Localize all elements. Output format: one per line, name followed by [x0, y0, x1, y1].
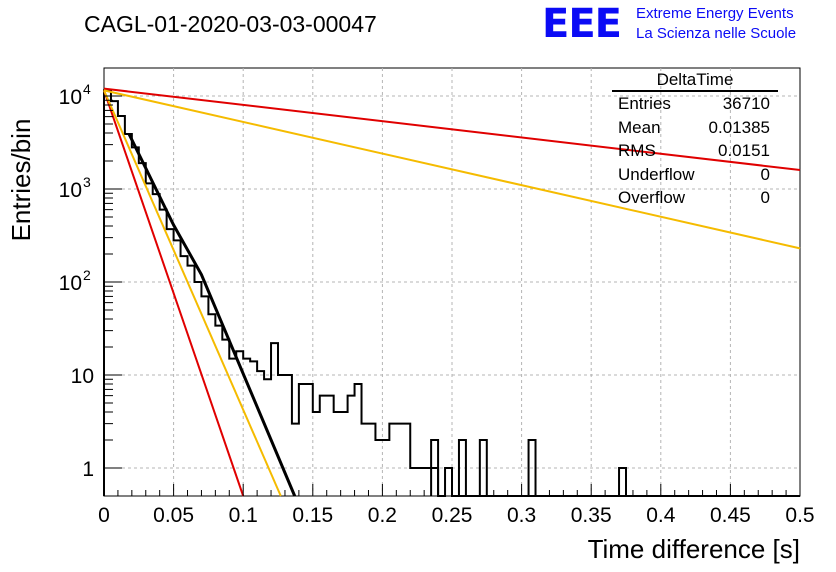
fit-curve-3	[103, 89, 801, 250]
y-tick-exponent: 4	[83, 81, 91, 97]
x-tick-label: 0.25	[432, 504, 473, 527]
fit-curve-0	[103, 90, 245, 497]
stats-row-underflow: Underflow 0	[612, 163, 778, 187]
run-title: CAGL-01-2020-03-03-00047	[84, 11, 377, 37]
stats-value: 36710	[722, 94, 770, 113]
x-tick-label: 0.05	[153, 504, 194, 527]
stats-label: Underflow	[618, 164, 695, 184]
y-tick-exponent: 3	[83, 174, 91, 190]
stats-value: 0.0151	[718, 141, 770, 160]
stats-label: Mean	[618, 117, 661, 137]
logo-line-1: Extreme Energy Events	[636, 5, 794, 22]
stats-label: RMS	[618, 141, 656, 160]
x-tick-label: 0.45	[710, 504, 751, 527]
stats-row-mean: Mean 0.01385	[612, 116, 778, 140]
x-tick-label: 0.1	[229, 504, 258, 527]
fit-curves	[103, 87, 801, 497]
eee-logo: EEE	[542, 1, 622, 47]
stats-value: 0	[760, 188, 770, 207]
x-tick-label: 0.5	[785, 504, 814, 527]
histogram-bin	[478, 439, 488, 496]
y-axis-label: Entries/bin	[6, 119, 36, 242]
fit-curve-4	[127, 133, 297, 497]
y-tick-label: 10	[71, 365, 94, 388]
logo-line-2: La Scienza nelle Scuole	[636, 25, 797, 42]
histogram-bin	[457, 439, 467, 496]
x-tick-label: 0.15	[292, 504, 333, 527]
stats-label: Entries	[618, 94, 671, 113]
y-tick-label: 10	[59, 179, 82, 202]
stats-box: DeltaTime Entries 36710 Mean 0.01385 RMS…	[612, 68, 778, 210]
stats-row-entries: Entries 36710	[612, 92, 778, 116]
grid-lines	[104, 68, 800, 496]
histogram-bin	[430, 439, 440, 496]
x-axis-label: Time difference [s]	[588, 534, 800, 564]
x-tick-label: 0.3	[507, 504, 536, 527]
stats-row-overflow: Overflow 0	[612, 186, 778, 210]
histogram-outline	[103, 89, 800, 497]
y-tick-label: 10	[59, 272, 82, 295]
fit-curve-2	[103, 89, 282, 497]
x-tick-label: 0.35	[571, 504, 612, 527]
x-tick-label: 0	[98, 504, 110, 527]
stats-value: 0	[760, 164, 770, 184]
histogram-bin	[527, 439, 537, 496]
x-tick-label: 0.4	[646, 504, 676, 527]
y-tick-label: 1	[82, 458, 94, 481]
y-tick-label: 10	[59, 86, 82, 109]
y-tick-exponent: 2	[83, 267, 91, 283]
stats-value: 0.01385	[708, 117, 770, 137]
stats-title: DeltaTime	[612, 68, 778, 92]
histogram-bin	[618, 467, 627, 496]
x-tick-label: 0.2	[368, 504, 397, 527]
axes: 0 0.05 0.1 0.15 0.2 0.25 0.3 0.35 0.4 0.45 0.5 1 10 1…	[59, 67, 815, 527]
stats-label: Overflow	[618, 188, 686, 207]
fit-curve-1	[103, 87, 801, 172]
histogram-bars	[103, 89, 800, 497]
stats-row-rms: RMS 0.0151	[612, 139, 778, 163]
